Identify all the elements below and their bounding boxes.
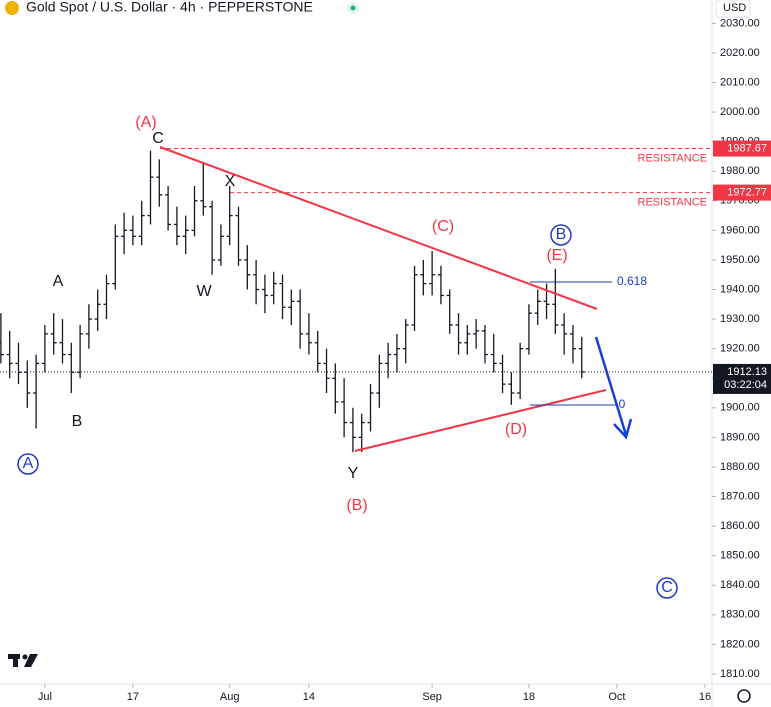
x-tick-label: 14 [303, 691, 315, 703]
visibility-icon-dot[interactable] [350, 5, 356, 11]
y-tick-label: 1950.00 [720, 254, 760, 266]
wave-label: (C) [432, 218, 454, 235]
y-tick-label: 1890.00 [720, 431, 760, 443]
wave-label: W [196, 283, 212, 300]
wave-circle [17, 453, 39, 475]
x-tick-label: 18 [523, 691, 535, 703]
price-badge [713, 140, 771, 157]
wave-label: (E) [546, 247, 567, 264]
resistance-price: 1987.67 [727, 142, 767, 154]
price-badge [713, 184, 771, 201]
wave-label: (A) [135, 114, 156, 131]
y-tick-label: 1980.00 [720, 165, 760, 177]
y-tick-label: 2030.00 [720, 17, 760, 29]
currency[interactable]: USD [723, 2, 746, 14]
y-tick-label: 1900.00 [720, 402, 760, 414]
resistance-label: RESISTANCE [638, 152, 707, 164]
chart-title: Gold Spot / U.S. Dollar · 4h · PEPPERSTO… [26, 0, 313, 15]
x-tick-label: Oct [608, 691, 625, 703]
arrow-head [613, 418, 633, 440]
y-tick-label: 1830.00 [720, 609, 760, 621]
y-tick-label: 1850.00 [720, 550, 760, 562]
wave-label: C [661, 579, 673, 596]
y-tick-label: 1880.00 [720, 461, 760, 473]
resistance-price: 1972.77 [727, 187, 767, 199]
y-tick-label: 1870.00 [720, 490, 760, 502]
x-tick-label: Jul [38, 691, 52, 703]
y-tick-label: 1810.00 [720, 668, 760, 680]
y-tick-label: 2020.00 [720, 47, 760, 59]
y-tick-label: 1820.00 [720, 638, 760, 650]
wave-label: B [556, 226, 567, 243]
y-tick-label: 1840.00 [720, 579, 760, 591]
logo-part [24, 654, 38, 667]
wave-label: X [225, 173, 236, 190]
resistance-label: RESISTANCE [638, 197, 707, 209]
y-tick-label: 1920.00 [720, 343, 760, 355]
tv-logo [8, 654, 38, 667]
x-tick-label: Sep [422, 691, 442, 703]
arrow [594, 336, 628, 436]
x-tick-label: 16 [699, 691, 711, 703]
logo-part [22, 654, 28, 660]
wave-label: (B) [346, 497, 367, 514]
plot-area [0, 150, 585, 453]
price-badge [713, 363, 771, 394]
wave-label: A [53, 273, 64, 290]
y-tick-label: 1860.00 [720, 520, 760, 532]
price-axis-panel [712, 0, 771, 707]
trendline [159, 146, 598, 310]
symbol-icon [5, 1, 19, 15]
wave-label: A [23, 455, 34, 472]
wave-label: C [152, 130, 164, 147]
x-tick-label: 17 [127, 691, 139, 703]
y-tick-label: 1930.00 [720, 313, 760, 325]
logo-part [13, 654, 18, 667]
y-tick-label: 1940.00 [720, 283, 760, 295]
wave-label: 0 [619, 397, 626, 411]
wave-label: B [72, 413, 83, 430]
countdown: 03:22:04 [724, 379, 767, 391]
last-price: 1912.13 [727, 366, 767, 378]
y-tick-label: 2010.00 [720, 76, 760, 88]
trendline [354, 389, 607, 452]
wave-label: 0.618 [617, 274, 647, 288]
y-tick-label: 1960.00 [720, 224, 760, 236]
y-tick-label: 2000.00 [720, 106, 760, 118]
settings-button[interactable] [737, 689, 751, 703]
wave-circle [550, 224, 572, 246]
currency-button[interactable] [715, 0, 751, 18]
wave-label: (D) [505, 421, 527, 438]
x-tick-label: Aug [220, 691, 240, 703]
wave-circle [656, 577, 678, 599]
wave-label: Y [348, 465, 359, 482]
